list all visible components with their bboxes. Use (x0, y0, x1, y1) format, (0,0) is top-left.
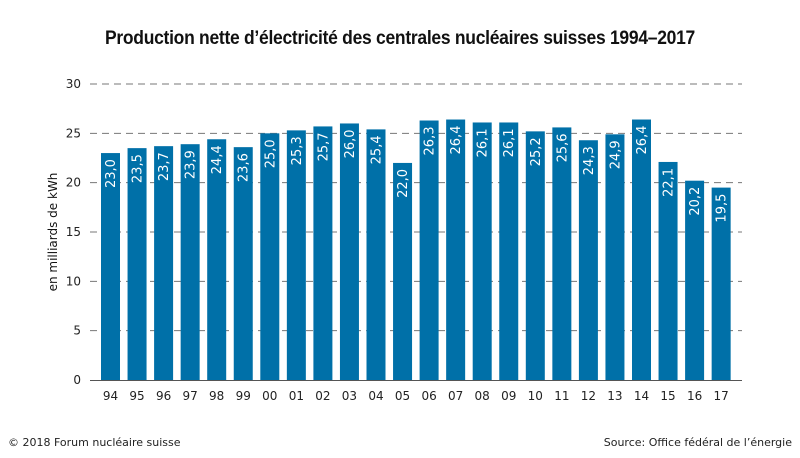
value-label: 25,2 (529, 137, 544, 166)
bar (180, 144, 200, 380)
x-tick-label: 10 (528, 389, 543, 403)
source-note: Source: Office fédéral de l’énergie (603, 436, 792, 449)
value-label: 26,1 (502, 128, 517, 157)
bar (552, 127, 572, 380)
x-tick-label: 15 (660, 389, 675, 403)
bar (339, 123, 359, 380)
y-tick-label: 25 (66, 126, 81, 140)
bar (393, 162, 413, 380)
x-tick-label: 98 (209, 389, 224, 403)
x-tick-label: 03 (342, 389, 357, 403)
y-tick-label: 5 (73, 324, 81, 338)
value-label: 25,0 (263, 139, 278, 168)
bar (154, 146, 174, 380)
value-label: 23,5 (131, 154, 146, 183)
y-tick-label: 20 (66, 176, 81, 190)
bar (578, 140, 598, 380)
value-label: 26,0 (343, 129, 358, 158)
copyright-note: © 2018 Forum nucléaire suisse (8, 436, 181, 449)
x-tick-label: 06 (421, 389, 436, 403)
value-label: 23,0 (104, 159, 119, 188)
value-label: 23,7 (157, 152, 172, 181)
x-tick-label: 14 (634, 389, 649, 403)
bar (446, 119, 466, 381)
x-tick-label: 09 (501, 389, 516, 403)
bar (472, 122, 492, 380)
x-tick-label: 02 (315, 389, 330, 403)
bar (207, 139, 227, 380)
bar (233, 147, 253, 380)
x-tick-label: 11 (554, 389, 569, 403)
x-tick-label: 08 (475, 389, 490, 403)
x-tick-label: 95 (129, 389, 144, 403)
y-axis-ticks: 0 5 10 15 20 25 30 (66, 77, 81, 387)
value-label: 22,0 (396, 169, 411, 198)
x-tick-label: 07 (448, 389, 463, 403)
x-tick-label: 94 (103, 389, 118, 403)
value-label: 25,4 (370, 135, 385, 164)
bar (658, 161, 678, 380)
bar (260, 133, 280, 380)
x-tick-label: 17 (714, 389, 729, 403)
value-label: 20,2 (688, 187, 703, 216)
y-tick-label: 15 (66, 225, 81, 239)
bar (313, 126, 333, 380)
value-label: 23,9 (184, 150, 199, 179)
value-label: 26,4 (635, 126, 650, 155)
value-label: 26,1 (476, 128, 491, 157)
value-label: 25,7 (316, 132, 331, 161)
value-label: 24,9 (608, 140, 623, 169)
bar (605, 134, 625, 380)
x-tick-label: 97 (183, 389, 198, 403)
x-tick-label: 04 (368, 389, 383, 403)
x-tick-label: 00 (262, 389, 277, 403)
chart-title: Production nette d’électricité des centr… (104, 28, 696, 49)
value-label: 24,3 (582, 146, 597, 175)
x-tick-label: 99 (236, 389, 251, 403)
bar (499, 122, 519, 380)
bar (525, 131, 545, 380)
bar (286, 130, 306, 380)
value-label: 24,4 (210, 145, 225, 174)
value-label: 25,3 (290, 136, 305, 165)
value-label: 25,6 (555, 133, 570, 162)
x-tick-label: 96 (156, 389, 171, 403)
x-tick-label: 12 (581, 389, 596, 403)
value-label: 26,4 (449, 126, 464, 155)
x-tick-label: 13 (607, 389, 622, 403)
x-axis-ticks: 94 95 96 97 98 99 00 01 02 03 04 05 06 07 08 09 10 11 12 13… (103, 389, 729, 403)
bar (685, 180, 705, 380)
bar (632, 119, 651, 381)
bars (101, 119, 731, 381)
value-labels: 23,0 23,5 23,7 23,9 24,4 23,6 25,0 25,3 25,7 26,0… (104, 126, 730, 223)
bar (711, 187, 731, 380)
y-axis-label: en milliards de kWh (46, 173, 60, 292)
bar (366, 129, 386, 380)
value-label: 26,3 (423, 127, 438, 156)
value-label: 19,5 (715, 194, 730, 223)
value-label: 23,6 (237, 153, 252, 182)
y-tick-label: 30 (66, 77, 81, 91)
bar (419, 120, 439, 381)
x-tick-label: 01 (289, 389, 304, 403)
y-tick-label: 0 (73, 373, 81, 387)
value-label: 22,1 (662, 168, 677, 197)
x-tick-label: 05 (395, 389, 410, 403)
y-tick-label: 10 (66, 274, 81, 288)
bar (101, 153, 120, 380)
bar (127, 148, 147, 380)
x-tick-label: 16 (687, 389, 702, 403)
